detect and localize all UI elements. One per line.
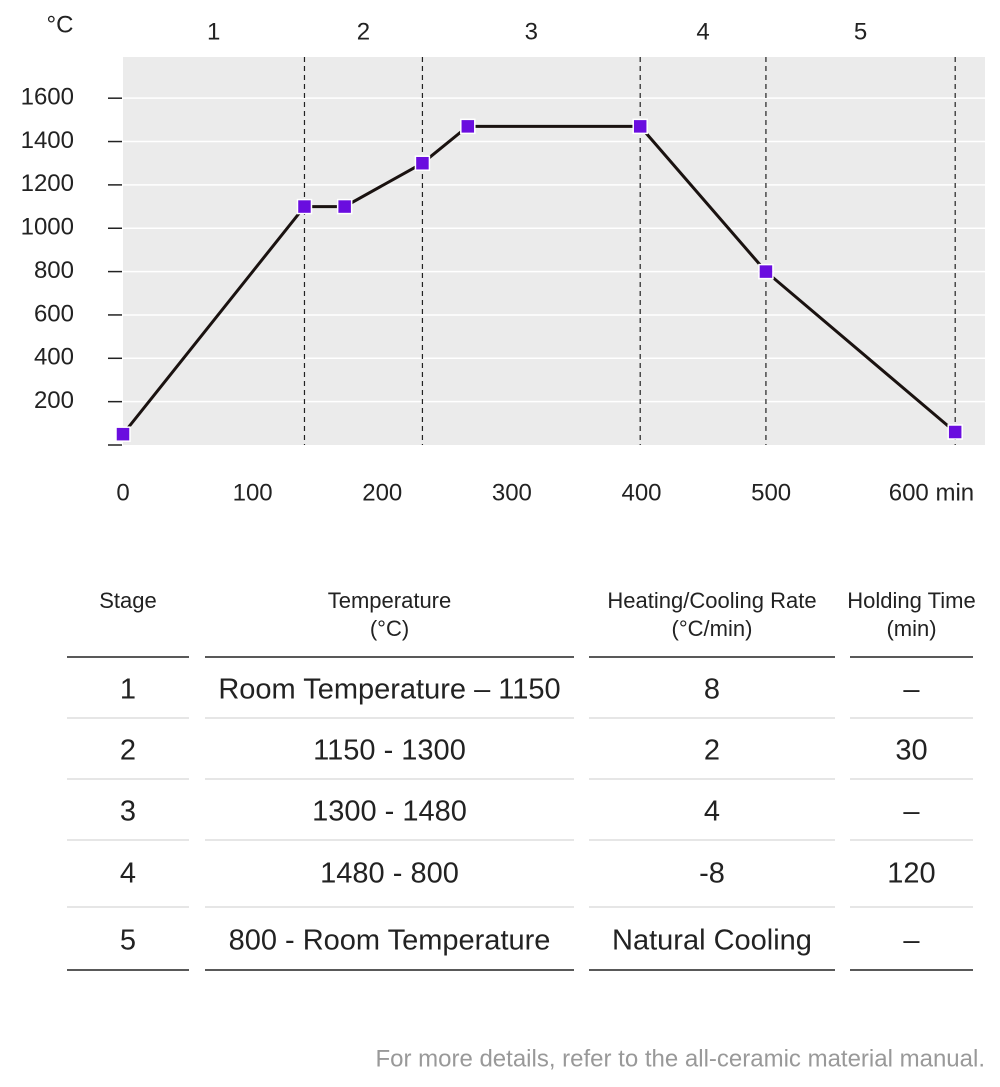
x-tick-label: 500 [751, 479, 791, 506]
table-cell: 1 [120, 674, 136, 706]
table-cell: 8 [704, 674, 720, 706]
y-tick-label: 400 [34, 344, 74, 371]
table-header: Holding Time [847, 588, 975, 613]
footer-note: For more details, refer to the all-ceram… [375, 1045, 985, 1072]
point-marker [758, 263, 774, 280]
y-tick-label: 1200 [21, 170, 74, 197]
table-cell: Room Temperature – 1150 [218, 674, 560, 706]
stage-label: 1 [207, 18, 220, 45]
y-tick-label: 600 [34, 300, 74, 327]
table-header: Temperature [328, 588, 452, 613]
x-tick-label: 100 [233, 479, 273, 506]
x-tick-label: 400 [621, 479, 661, 506]
table-cell: 4 [120, 858, 136, 890]
table-cell: – [903, 674, 920, 706]
point-marker [947, 424, 963, 440]
table-cell: 5 [120, 925, 136, 957]
table-cell: 2 [120, 735, 136, 767]
y-tick-label: 1400 [21, 127, 74, 154]
table-cell: – [903, 925, 920, 957]
table-cell: 4 [704, 796, 720, 828]
table-header: (min) [886, 616, 936, 641]
table-cell: 30 [895, 735, 927, 767]
table-cell: Natural Cooling [612, 925, 812, 957]
x-tick-label: 200 [362, 479, 402, 506]
table-cell: 1480 - 800 [320, 858, 459, 890]
point-marker [296, 198, 313, 215]
point-marker [460, 118, 476, 135]
table-cell: -8 [699, 858, 725, 890]
point-marker [115, 426, 131, 442]
x-tick-label: 600 min [889, 479, 974, 506]
table-header: (°C/min) [672, 616, 753, 641]
stage-label: 5 [854, 18, 867, 45]
table-cell: 1300 - 1480 [312, 796, 467, 828]
table-cell: – [903, 796, 920, 828]
y-tick-label: 800 [34, 257, 74, 284]
y-tick-label: 1600 [21, 84, 74, 111]
table-cell: 3 [120, 796, 136, 828]
x-tick-label: 0 [116, 479, 129, 506]
y-tick-label: 200 [34, 387, 74, 414]
plot-background [123, 57, 985, 445]
point-marker [414, 155, 431, 171]
y-tick-label: 1000 [21, 214, 74, 241]
table-header: Stage [99, 588, 157, 613]
table-cell: 120 [887, 858, 935, 890]
stage-label: 3 [525, 18, 538, 45]
table-header: (°C) [370, 616, 409, 641]
point-marker [632, 118, 648, 135]
table-cell: 2 [704, 735, 720, 767]
table-header: Heating/Cooling Rate [607, 588, 816, 613]
stage-label: 4 [696, 18, 709, 45]
y-unit: °C [47, 11, 74, 38]
x-tick-label: 300 [492, 479, 532, 506]
table-cell: 800 - Room Temperature [229, 925, 551, 957]
point-marker [336, 198, 353, 215]
stage-label: 2 [357, 18, 370, 45]
table-cell: 1150 - 1300 [313, 735, 466, 767]
